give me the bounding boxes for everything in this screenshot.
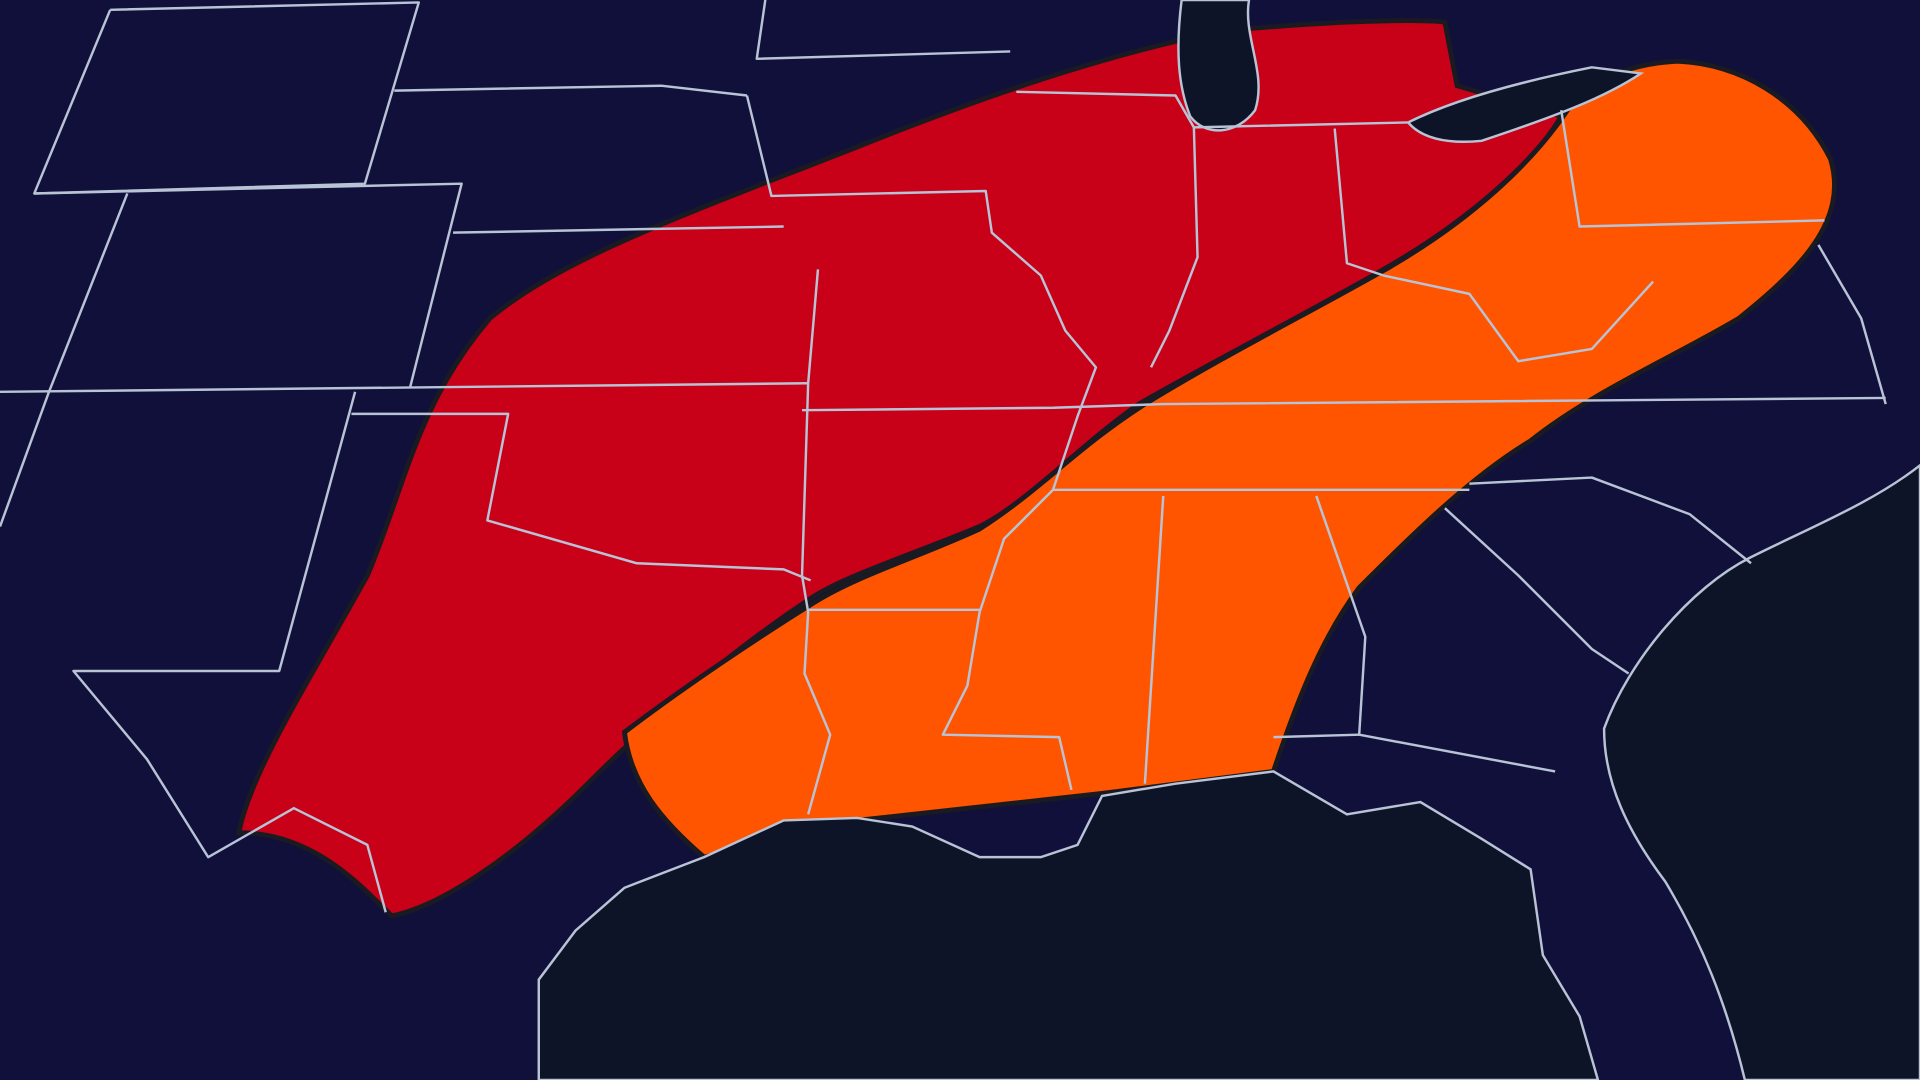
lake-erie — [1406, 66, 1645, 143]
orange-risk-area — [621, 58, 1837, 860]
lake-michigan — [1177, 0, 1260, 132]
gulf-of-mexico — [537, 770, 1600, 1080]
atlantic-ocean — [1602, 463, 1920, 1080]
state-borders — [0, 0, 1887, 913]
